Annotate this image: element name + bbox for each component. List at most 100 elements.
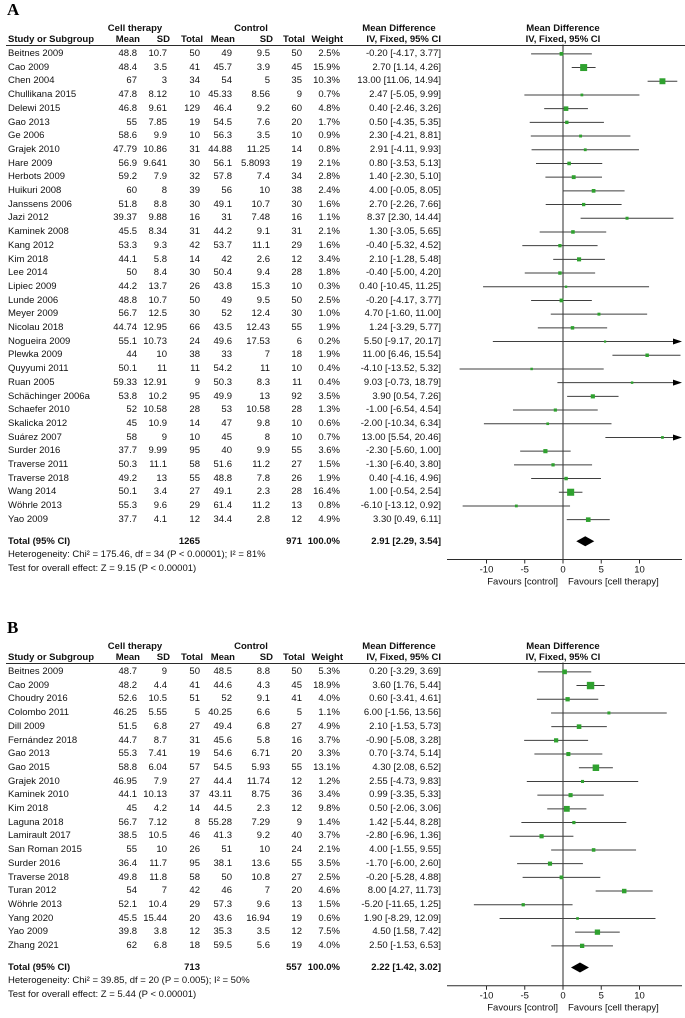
study-cell: 11.2 <box>252 500 270 512</box>
study-cell: 52 <box>221 308 232 320</box>
study-cell: 5.6 <box>256 940 270 951</box>
study-cell: 0.6% <box>318 912 340 924</box>
study-name: Cao 2009 <box>8 679 50 691</box>
study-name: Yao 2009 <box>8 513 48 525</box>
study-cell: 0.8% <box>318 143 340 155</box>
study-cell: 10 <box>291 280 302 292</box>
study-ci-text: -2.00 [-10.34, 6.34] <box>360 417 441 429</box>
study-cell: 3.8 <box>153 926 167 938</box>
study-ci-text: -0.20 [-4.17, 3.77] <box>366 48 441 59</box>
plot-header-mean-difference: Mean Difference <box>526 22 600 34</box>
study-cell: 14 <box>189 417 200 429</box>
study-cell: 45 <box>126 803 137 814</box>
study-cell: 10 <box>259 844 270 856</box>
study-cell: 51.8 <box>118 198 138 210</box>
study-cell: 17.53 <box>246 335 270 347</box>
axis-tick-label: -10 <box>480 991 494 1002</box>
study-cell: 59.2 <box>118 171 138 183</box>
study-cell: 3.3% <box>318 748 340 760</box>
study-cell: 12 <box>189 926 200 938</box>
study-cell: 7.4 <box>256 171 270 183</box>
study-name: Turan 2012 <box>8 885 57 897</box>
study-cell: 20 <box>189 912 200 924</box>
study-cell: 0.9% <box>318 130 340 142</box>
study-cell: 42 <box>189 239 200 251</box>
study-cell: 49.1 <box>213 198 233 210</box>
study-ci-text: 2.10 [-1.53, 5.73] <box>369 720 441 732</box>
study-cell: 30 <box>291 308 302 320</box>
effect-marker <box>580 779 585 783</box>
study-cell: 13 <box>291 500 302 512</box>
study-cell: 2.5% <box>318 294 340 306</box>
effect-marker <box>565 120 569 125</box>
study-cell: 129 <box>184 102 200 114</box>
study-cell: 5 <box>264 75 270 87</box>
study-cell: 16.94 <box>246 912 270 924</box>
study-cell: 4.0% <box>318 693 340 705</box>
study-name: Chen 2004 <box>8 75 55 87</box>
effect-marker <box>579 134 583 138</box>
study-cell: 37 <box>189 789 200 801</box>
study-ci-text: 2.70 [1.14, 4.26] <box>372 61 441 73</box>
study-ci-text: 1.90 [-8.29, 12.09] <box>363 912 441 924</box>
study-ci-text: -1.70 [-6.00, 2.60] <box>366 857 441 869</box>
study-cell: 31 <box>189 143 200 155</box>
study-cell: 7.9 <box>153 171 167 183</box>
effect-marker <box>539 834 544 839</box>
study-cell: 19 <box>291 157 302 169</box>
study-name: Cao 2009 <box>8 61 50 73</box>
column-header-therapy-total: Total <box>181 34 203 45</box>
column-header-therapy-mean: Mean <box>115 34 140 45</box>
study-ci-text: 2.30 [-4.21, 8.81] <box>369 130 441 142</box>
study-cell: 1.5% <box>318 898 340 910</box>
study-ci-text: -0.40 [-5.00, 4.20] <box>366 267 441 279</box>
axis-tick-label: -5 <box>521 991 529 1002</box>
effect-marker <box>579 943 585 948</box>
study-cell: 15.44 <box>143 912 167 924</box>
study-cell: 16.4% <box>313 486 340 498</box>
study-cell: 53 <box>221 404 232 416</box>
study-ci-text: 2.47 [-5.05, 9.99] <box>369 89 441 101</box>
study-ci-text: -6.10 [-13.12, 0.92] <box>360 500 441 512</box>
axis-tick-label: 10 <box>634 565 645 576</box>
study-cell: 46.25 <box>113 707 137 719</box>
study-cell: 10 <box>291 130 302 142</box>
study-ci-text: 4.70 [-1.60, 11.00] <box>364 308 441 320</box>
study-cell: 26 <box>291 472 302 484</box>
study-ci-text: 2.55 [-4.73, 9.83] <box>369 775 441 787</box>
effect-marker <box>580 93 584 97</box>
study-cell: 56.7 <box>118 308 138 320</box>
study-cell: 28 <box>189 404 200 416</box>
study-cell: 48.8 <box>118 48 138 59</box>
study-cell: 10 <box>189 89 200 101</box>
effect-marker <box>558 243 562 248</box>
study-cell: 1.0% <box>318 308 340 320</box>
study-name: Herbots 2009 <box>8 171 66 183</box>
study-cell: 7.29 <box>251 816 271 828</box>
study-cell: 46 <box>189 830 200 842</box>
study-cell: 20 <box>291 116 302 128</box>
study-cell: 44.74 <box>113 322 137 333</box>
study-cell: 3 <box>161 75 167 87</box>
study-cell: 7 <box>264 885 270 897</box>
study-name: Grajek 2010 <box>8 775 60 787</box>
study-cell: 3.9 <box>256 61 270 73</box>
study-cell: 3.5 <box>256 130 270 142</box>
study-cell: 55.28 <box>208 816 232 828</box>
study-cell: 2.8% <box>318 171 340 183</box>
study-cell: 11 <box>292 376 302 388</box>
study-cell: 3.5% <box>318 857 340 869</box>
study-cell: 50.1 <box>118 486 138 498</box>
plot-header-mean-difference: Mean Difference <box>526 640 600 652</box>
study-cell: 1.9% <box>318 322 340 333</box>
effect-marker <box>553 408 557 412</box>
study-cell: 30 <box>189 157 200 169</box>
study-cell: 43.11 <box>208 789 232 801</box>
study-cell: 13 <box>156 472 167 484</box>
study-cell: 16 <box>189 212 200 224</box>
axis-tick-label: 0 <box>560 565 565 576</box>
study-cell: 44.7 <box>118 734 138 746</box>
study-cell: 14 <box>189 253 200 265</box>
study-cell: 1.5% <box>318 459 340 470</box>
study-cell: 52.1 <box>118 898 138 910</box>
